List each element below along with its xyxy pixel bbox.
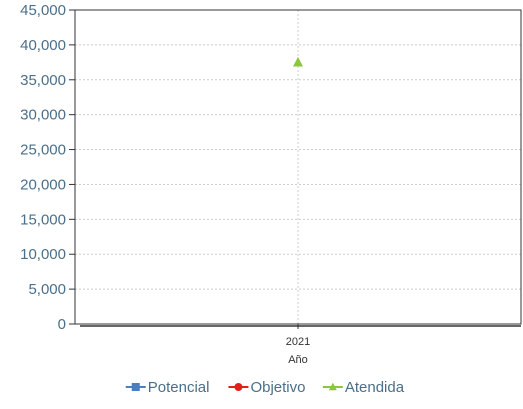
plot-frame: [74, 9, 522, 325]
legend-circle-icon: [234, 383, 243, 391]
x-axis-title: Año: [288, 354, 308, 366]
axis-layer: 0 5,000 10,000 15,000 20,000 25,000 30,000 35,0…: [20, 2, 522, 366]
y-tick-label: 20,000: [20, 176, 66, 193]
legend-label: Objetivo: [250, 379, 305, 396]
legend-item-atendida[interactable]: Atendida: [322, 379, 405, 396]
legend-square-icon: [131, 383, 140, 391]
legend-triangle-icon: [328, 382, 337, 391]
data-point-atendida: [293, 56, 303, 67]
y-tick-label: 10,000: [20, 246, 66, 263]
y-tick-label: 45,000: [20, 2, 66, 19]
y-tick-label: 0: [58, 316, 66, 333]
y-tick-label: 5,000: [28, 281, 66, 298]
legend-item-objetivo[interactable]: Objetivo: [228, 379, 305, 396]
legend-item-potencial[interactable]: Potencial: [125, 379, 210, 396]
x-tick-label: 2021: [286, 336, 310, 348]
legend-label: Atendida: [345, 379, 405, 396]
marks-layer: [293, 56, 303, 67]
y-tick-label: 40,000: [20, 37, 66, 54]
legend[interactable]: Potencial Objetivo Atendida: [125, 379, 405, 396]
y-tick-label: 15,000: [20, 211, 66, 228]
y-tick-label: 30,000: [20, 107, 66, 124]
y-tick-label: 35,000: [20, 72, 66, 89]
legend-label: Potencial: [148, 379, 210, 396]
y-tick-label: 25,000: [20, 142, 66, 159]
